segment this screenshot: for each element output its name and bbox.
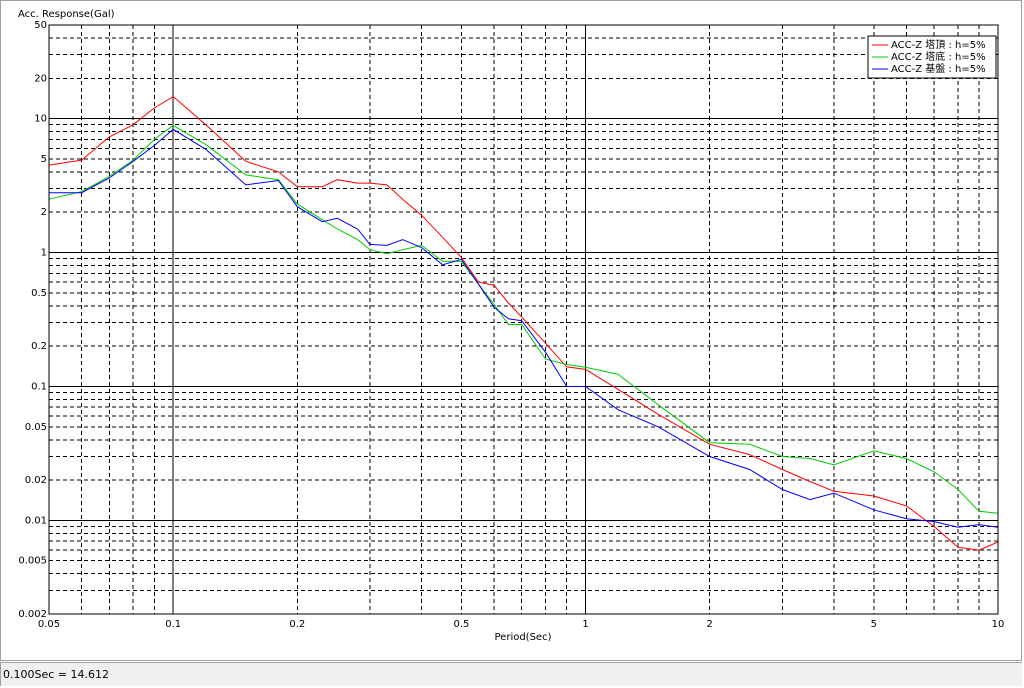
x-axis-label: Period(Sec) — [495, 632, 552, 643]
y-tick-label: 0.005 — [18, 556, 47, 567]
plot-lines — [48, 95, 999, 551]
y-tick-label: 0.5 — [31, 288, 47, 299]
legend-label: ACC-Z 基盤 : h=5% — [891, 62, 986, 75]
y-tick-label: 20 — [34, 73, 47, 84]
x-tick-label: 10 — [992, 619, 1005, 630]
plot-border — [48, 24, 999, 615]
y-tick-label: 0.01 — [25, 515, 47, 526]
y-tick-label: 0.1 — [31, 381, 47, 392]
grid: 0.05 0.1 0.2 0.5 1 2 5 10 0.002 0.005 0.01 0.02 0.05… — [18, 20, 1004, 630]
y-tick-label: 50 — [34, 20, 47, 31]
y-axis-label: Acc. Response(Gal) — [18, 9, 115, 20]
x-tick-label: 1 — [582, 619, 588, 630]
series-line — [48, 95, 999, 551]
y-tick-label: 0.05 — [25, 422, 47, 433]
x-tick-label: 5 — [871, 619, 877, 630]
x-tick-label: 0.05 — [38, 619, 60, 630]
y-tick-label: 0.002 — [18, 609, 47, 620]
y-tick-label: 1 — [41, 248, 47, 259]
chart-frame — [0, 0, 1022, 661]
x-tick-label: 0.2 — [289, 619, 305, 630]
y-tick-label: 10 — [34, 114, 47, 125]
y-tick-label: 0.2 — [31, 341, 47, 352]
series-line — [49, 128, 999, 528]
legend: ACC-Z 塔頂 : h=5%ACC-Z 塔底 : h=5%ACC-Z 基盤 :… — [867, 35, 997, 79]
x-tick-label: 2 — [707, 619, 713, 630]
x-tick-label: 0.5 — [453, 619, 469, 630]
y-tick-label: 2 — [41, 207, 47, 218]
x-tick-label: 0.1 — [165, 619, 181, 630]
legend-box — [867, 35, 997, 79]
y-tick-label: 0.02 — [25, 475, 47, 486]
legend-label: ACC-Z 塔頂 : h=5% — [891, 38, 986, 51]
status-bar: 0.100Sec = 14.612 — [0, 662, 1022, 686]
y-tick-label: 5 — [41, 154, 47, 165]
legend-label: ACC-Z 塔底 : h=5% — [891, 50, 986, 63]
chart: Acc. Response(Gal) Period(Sec) 0.05 0.1 0.… — [0, 0, 1022, 661]
